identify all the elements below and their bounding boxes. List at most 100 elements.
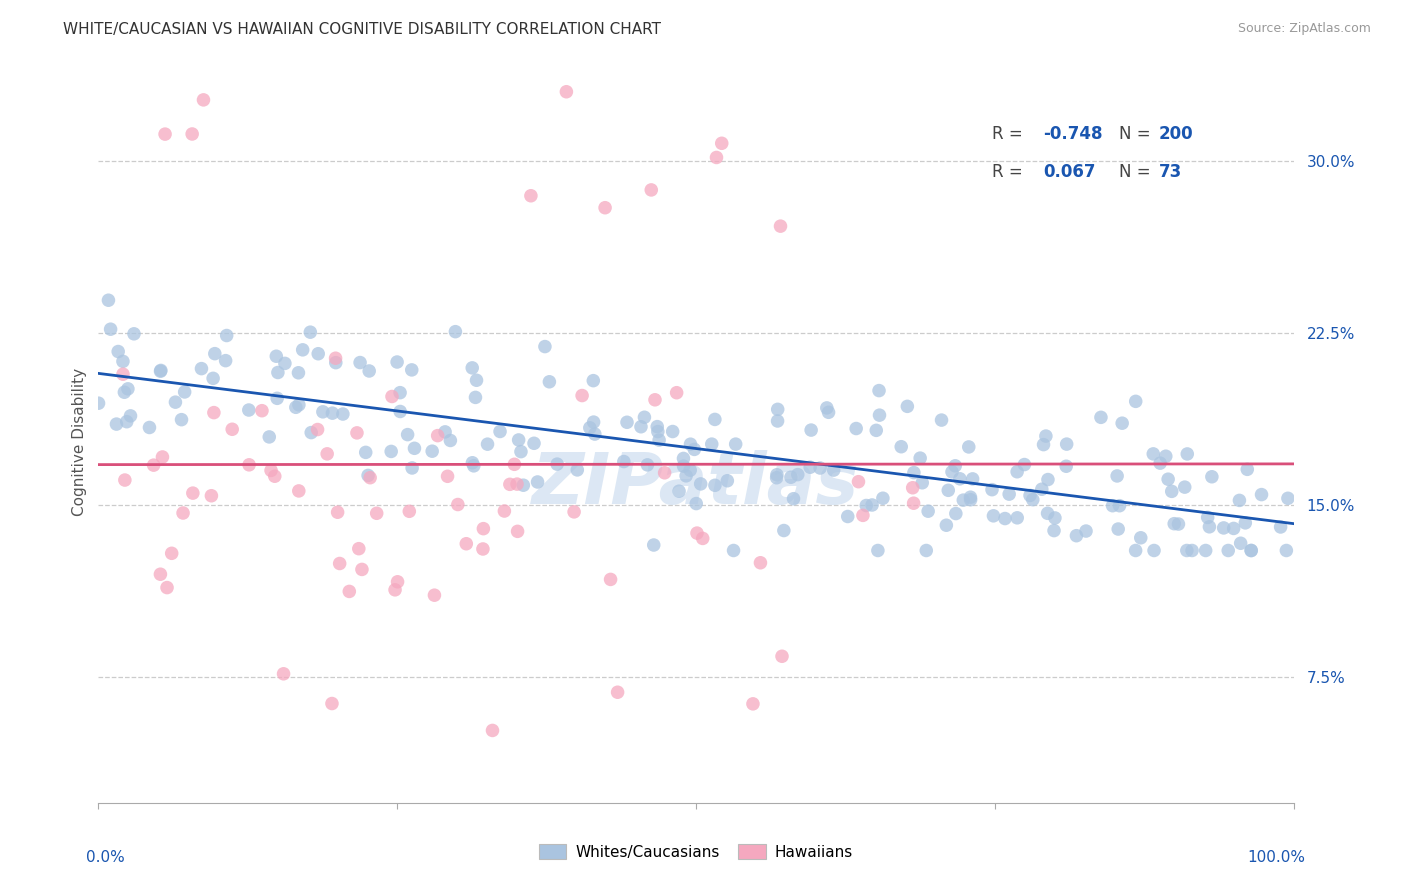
Point [633,410,655,425]
Point [583,427,606,442]
Point [250,403,273,417]
Point [142,458,165,472]
Text: R =: R = [993,163,1028,181]
Point [1222,521,1244,535]
Point [165,395,187,409]
Point [1129,531,1152,545]
Point [865,423,887,437]
Point [672,451,695,466]
Point [931,413,953,427]
Point [815,401,838,415]
Point [193,93,215,107]
Point [1234,516,1257,530]
Point [1201,469,1223,483]
Point [1163,516,1185,531]
Point [769,219,792,234]
Point [668,484,690,499]
Point [1125,543,1147,558]
Point [943,458,966,473]
Point [1035,429,1057,443]
Point [1197,510,1219,524]
Point [447,498,470,512]
Point [1036,473,1059,487]
Point [160,546,183,560]
Point [463,458,485,473]
Point [799,460,821,475]
Point [949,472,972,486]
Point [274,356,297,370]
Point [998,487,1021,501]
Point [686,526,709,541]
Point [606,685,628,699]
Point [238,403,260,417]
Point [1101,499,1123,513]
Point [952,493,974,508]
Point [1229,493,1251,508]
Point [780,470,803,484]
Point [359,364,381,378]
Point [1277,491,1299,506]
Point [994,511,1017,525]
Point [1174,480,1197,494]
Point [404,442,426,456]
Point [613,454,636,468]
Point [723,543,745,558]
Point [661,425,683,439]
Point [567,463,589,477]
Point [114,473,136,487]
Point [346,425,368,440]
Point [366,506,388,520]
Point [326,505,349,519]
Point [389,385,412,400]
Point [172,506,194,520]
Point [1143,543,1166,558]
Point [117,382,139,396]
Point [471,541,494,556]
Point [1198,520,1220,534]
Point [648,433,671,447]
Point [287,366,309,380]
Point [1212,521,1234,535]
Point [461,456,484,470]
Point [1229,536,1251,550]
Point [869,408,891,422]
Point [685,497,707,511]
Point [616,415,638,429]
Point [1218,543,1240,558]
Point [387,574,409,589]
Point [107,344,129,359]
Point [122,326,145,341]
Point [87,396,110,410]
Point [526,475,548,489]
Point [359,471,381,485]
Point [555,85,578,99]
Point [337,584,360,599]
Point [120,409,142,423]
Point [138,420,160,434]
Point [534,340,557,354]
Point [204,346,226,360]
Point [1005,511,1028,525]
Point [503,458,526,472]
Point [149,364,172,378]
Point [307,423,329,437]
Point [1167,516,1189,531]
Point [852,508,875,523]
Point [105,417,128,431]
Point [901,481,924,495]
Point [1240,543,1263,558]
Point [266,349,288,363]
Point [381,389,404,403]
Point [672,459,695,474]
Point [456,537,478,551]
Point [481,723,503,738]
Point [643,538,665,552]
Point [111,354,134,368]
Point [911,475,934,490]
Point [706,151,728,165]
Point [1032,437,1054,451]
Point [645,419,668,434]
Point [494,504,516,518]
Point [935,518,957,533]
Point [593,201,616,215]
